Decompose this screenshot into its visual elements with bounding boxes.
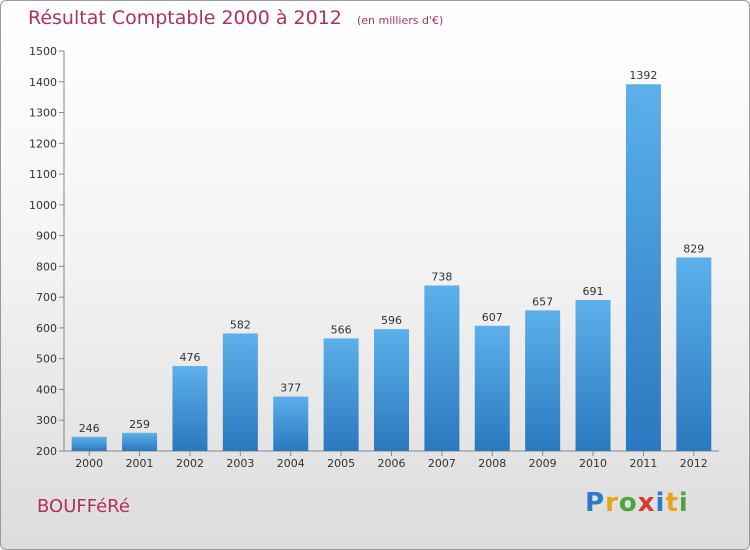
brand-letter: r bbox=[605, 488, 619, 518]
bar-2006 bbox=[374, 329, 409, 451]
value-label-2012: 829 bbox=[683, 242, 704, 255]
y-tick-label: 200 bbox=[36, 445, 57, 458]
chart-title: Résultat Comptable 2000 à 2012 bbox=[28, 7, 342, 29]
bar-2010 bbox=[575, 299, 611, 451]
x-tick-label-2003: 2003 bbox=[226, 457, 254, 470]
bar-2012 bbox=[676, 257, 712, 451]
x-tick-label-2005: 2005 bbox=[327, 457, 355, 470]
y-tick-label: 1300 bbox=[29, 107, 57, 120]
y-tick-label: 300 bbox=[36, 414, 57, 427]
value-label-2003: 582 bbox=[230, 318, 251, 331]
bar-2001 bbox=[122, 432, 158, 451]
chart-subtitle: (en milliers d'€) bbox=[356, 14, 444, 27]
brand-letter: P bbox=[585, 488, 606, 518]
bar-2005 bbox=[323, 338, 359, 451]
value-label-2011: 1392 bbox=[629, 69, 657, 82]
x-tick-label-2006: 2006 bbox=[378, 457, 406, 470]
value-label-2007: 738 bbox=[431, 270, 452, 283]
x-tick-label-2012: 2012 bbox=[680, 457, 708, 470]
brand-letter: i bbox=[678, 488, 689, 518]
brand-letter: i bbox=[655, 488, 666, 518]
x-tick-label-2001: 2001 bbox=[126, 457, 154, 470]
x-tick-label-2010: 2010 bbox=[579, 457, 607, 470]
x-tick-label-2000: 2000 bbox=[75, 457, 103, 470]
x-tick-label-2008: 2008 bbox=[478, 457, 506, 470]
commune-name: BOUFFéRé bbox=[37, 496, 130, 517]
x-tick-label-2007: 2007 bbox=[428, 457, 456, 470]
bar-2000 bbox=[71, 436, 107, 451]
y-tick-label: 600 bbox=[36, 322, 57, 335]
value-label-2009: 657 bbox=[532, 295, 553, 308]
bar-2008 bbox=[474, 325, 510, 451]
x-tick-label-2004: 2004 bbox=[277, 457, 305, 470]
y-tick-label: 400 bbox=[36, 383, 57, 396]
brand-letter: t bbox=[665, 488, 679, 518]
x-tick-label-2009: 2009 bbox=[529, 457, 557, 470]
chart-title-row: Résultat Comptable 2000 à 2012 (en milli… bbox=[28, 7, 443, 29]
y-tick-label: 500 bbox=[36, 353, 57, 366]
y-tick-label: 700 bbox=[36, 291, 57, 304]
y-tick-label: 800 bbox=[36, 260, 57, 273]
y-tick-label: 1100 bbox=[29, 168, 57, 181]
bar-2004 bbox=[273, 396, 309, 451]
value-label-2000: 246 bbox=[79, 422, 100, 435]
x-tick-label-2002: 2002 bbox=[176, 457, 204, 470]
value-label-2005: 566 bbox=[331, 323, 352, 336]
y-tick-label: 1000 bbox=[29, 199, 57, 212]
value-label-2010: 691 bbox=[583, 285, 604, 298]
proxiti-logo: Proxiti bbox=[585, 488, 689, 518]
y-tick-label: 900 bbox=[36, 230, 57, 243]
value-label-2004: 377 bbox=[280, 382, 301, 395]
x-tick-label-2011: 2011 bbox=[629, 457, 657, 470]
value-label-2001: 259 bbox=[129, 418, 150, 431]
value-label-2008: 607 bbox=[482, 311, 503, 324]
bar-2002 bbox=[172, 366, 208, 451]
bar-2003 bbox=[222, 333, 258, 451]
y-tick-label: 1400 bbox=[29, 76, 57, 89]
bar-2011 bbox=[625, 84, 661, 451]
brand-letter: x bbox=[637, 488, 656, 518]
value-label-2006: 596 bbox=[381, 314, 402, 327]
bar-2007 bbox=[424, 285, 460, 451]
y-tick-label: 1500 bbox=[29, 45, 57, 58]
brand-letter: o bbox=[618, 488, 638, 518]
y-tick-label: 1200 bbox=[29, 137, 57, 150]
value-label-2002: 476 bbox=[179, 351, 200, 364]
bar-2009 bbox=[525, 310, 561, 451]
